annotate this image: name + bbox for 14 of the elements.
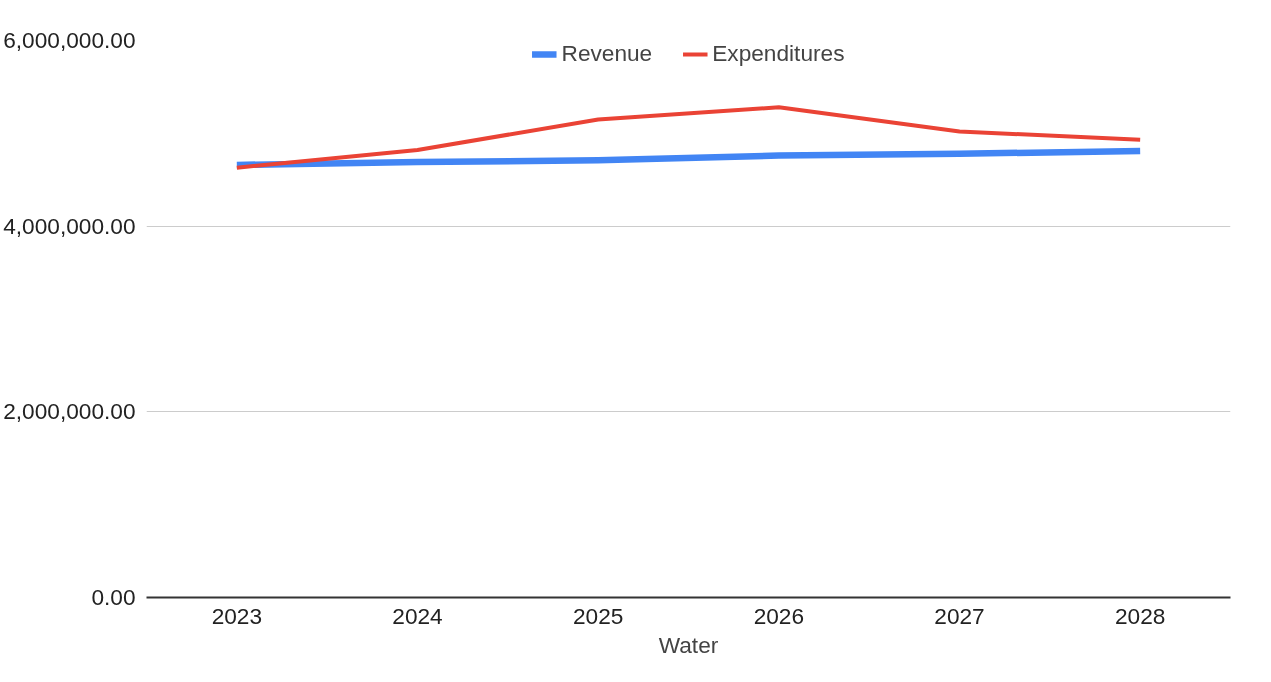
legend-label: Revenue — [561, 40, 653, 67]
x-axis-title: Water — [658, 631, 719, 658]
x-tick-label: 2024 — [392, 602, 443, 629]
y-tick-label: 4,000,000.00 — [3, 212, 136, 239]
x-tick-label: 2023 — [211, 602, 263, 629]
y-tick-label: 0.00 — [91, 584, 136, 610]
y-tick-label: 2,000,000.00 — [3, 398, 136, 425]
x-tick-label: 2025 — [572, 602, 624, 629]
y-tick-label: 6,000,000.00 — [3, 27, 136, 53]
x-tick-label: 2026 — [753, 602, 805, 629]
line-series — [234, 105, 1143, 170]
x-tick-label: 2027 — [934, 602, 985, 629]
x-tick-label: 2028 — [1114, 602, 1166, 629]
legend-label: Expenditures — [712, 40, 845, 67]
